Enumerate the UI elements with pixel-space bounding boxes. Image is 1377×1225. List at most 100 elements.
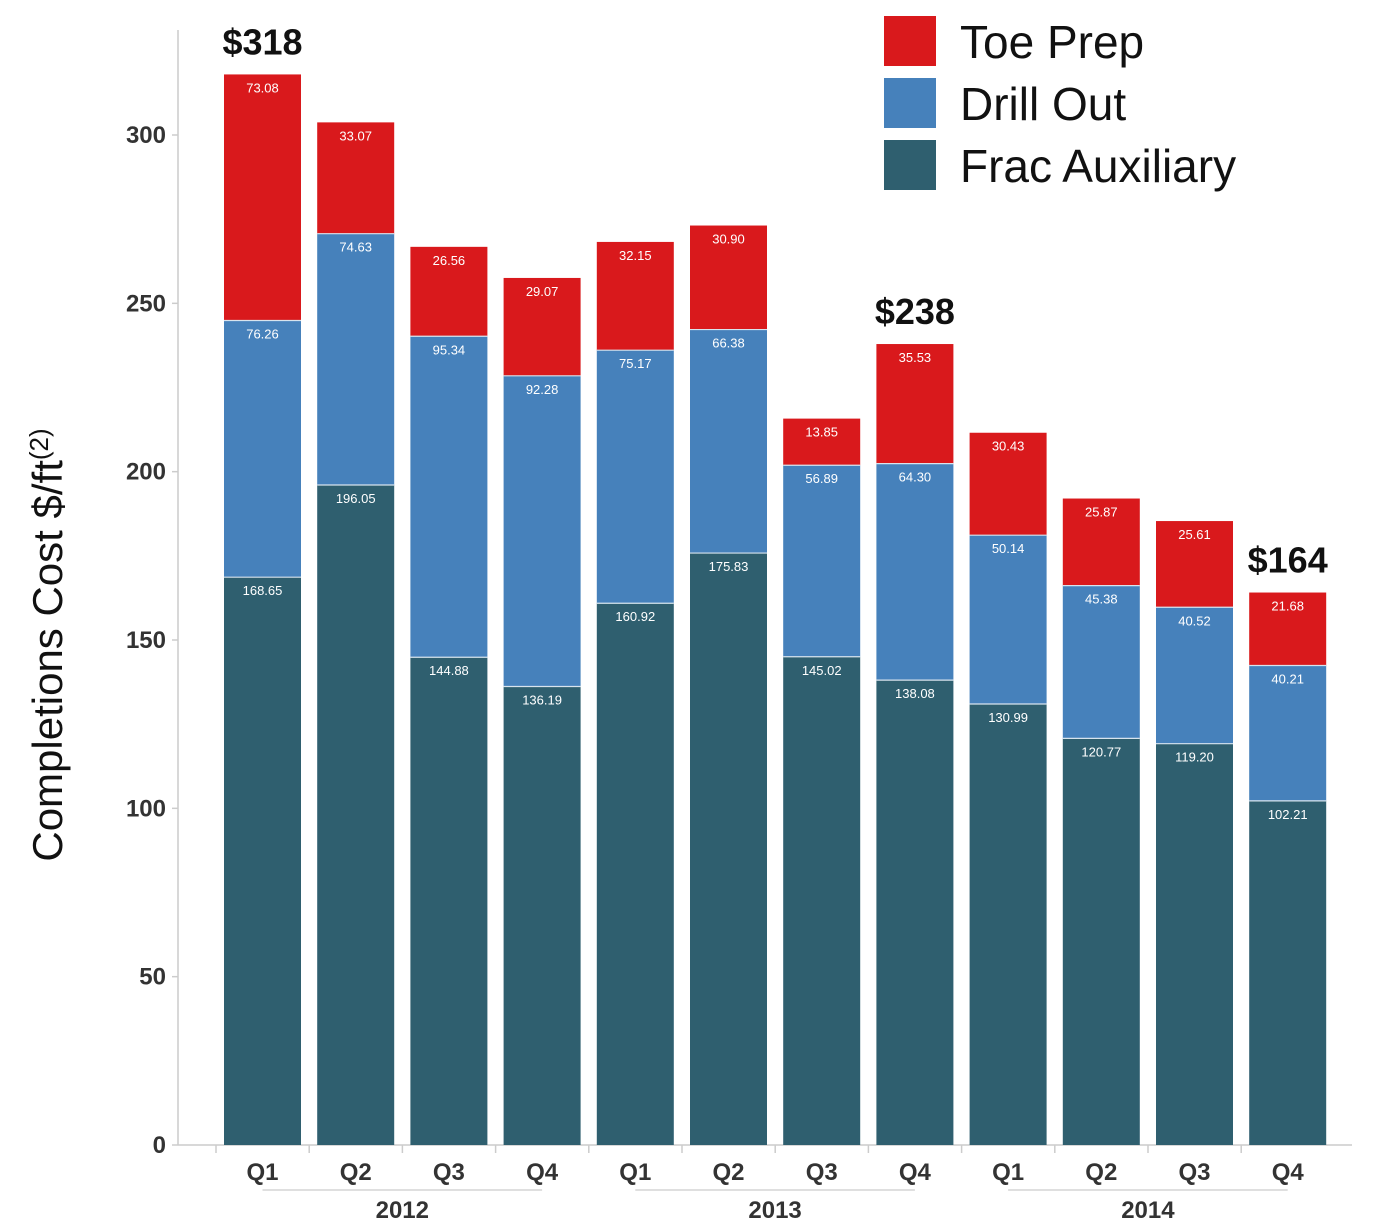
data-label: 136.19: [522, 692, 562, 707]
group-label: 2013: [748, 1197, 801, 1224]
bar-segment-drill-out: [783, 465, 861, 657]
data-label: 120.77: [1081, 744, 1121, 759]
data-label: 75.17: [619, 356, 652, 371]
bar-segment-frac-auxiliary: [317, 484, 395, 1146]
bar-segment-toe-prep: [410, 246, 488, 337]
bar-segment-toe-prep: [1249, 592, 1327, 666]
data-label: 26.56: [433, 253, 466, 268]
bar-segment-drill-out: [596, 350, 674, 604]
bar-segment-drill-out: [969, 535, 1047, 705]
y-axis-label: Completions Cost $/ft(2): [24, 428, 71, 861]
x-tick-label: Q2: [1085, 1159, 1117, 1186]
data-label: 66.38: [712, 336, 745, 351]
x-tick-label: Q3: [433, 1159, 465, 1186]
total-annotation: $238: [875, 291, 955, 332]
data-label: 21.68: [1271, 599, 1304, 614]
y-tick-label: 250: [126, 290, 166, 317]
y-axis-label-superscript: (2): [24, 428, 54, 460]
total-annotation: $164: [1248, 540, 1328, 581]
x-tick-label: Q1: [619, 1159, 651, 1186]
bar-segment-frac-auxiliary: [503, 686, 581, 1145]
bar-segment-toe-prep: [596, 241, 674, 351]
annotations: $318 $238 $164: [222, 21, 1327, 580]
bar-segment-frac-auxiliary: [690, 553, 767, 1145]
x-tick-label: Q1: [992, 1159, 1024, 1186]
data-label: 32.15: [619, 248, 652, 263]
bar-segment-drill-out: [317, 233, 395, 485]
bar-segment-drill-out: [410, 336, 488, 658]
bars: 168.65 76.26 73.08 196.05 74.63 33.07 144.88 95…: [224, 74, 1327, 1146]
legend-swatch: [884, 140, 936, 190]
data-label: 56.89: [805, 471, 838, 486]
data-label: 175.83: [709, 559, 749, 574]
y-tick-label: 300: [126, 122, 166, 149]
data-label: 144.88: [429, 663, 469, 678]
data-label: 92.28: [526, 382, 559, 397]
bar-segment-frac-auxiliary: [1156, 743, 1233, 1145]
y-axis-label-text: Completions Cost $/ft: [24, 460, 71, 862]
data-label: 30.43: [992, 439, 1025, 454]
data-label: 40.52: [1178, 613, 1211, 628]
data-label: 25.61: [1178, 527, 1211, 542]
bar-segment-toe-prep: [1062, 498, 1140, 586]
bar-segment-frac-auxiliary: [224, 577, 301, 1145]
x-tick-label: Q2: [340, 1159, 372, 1186]
data-label: 25.87: [1085, 505, 1118, 520]
x-tick-label: Q2: [712, 1159, 744, 1186]
bar-segment-drill-out: [1249, 665, 1327, 801]
data-label: 160.92: [615, 609, 655, 624]
data-label: 138.08: [895, 686, 935, 701]
bar-segment-drill-out: [224, 320, 301, 578]
bar-segment-drill-out: [876, 463, 954, 681]
x-tick-label: Q4: [526, 1159, 559, 1186]
legend-swatch: [884, 78, 936, 128]
x-tick-label: Q3: [806, 1159, 838, 1186]
data-label: 74.63: [339, 240, 372, 255]
bar-segment-frac-auxiliary: [596, 603, 674, 1145]
bar-segment-toe-prep: [783, 418, 861, 466]
bar-segment-toe-prep: [224, 74, 301, 321]
bar-segment-frac-auxiliary: [1249, 800, 1327, 1145]
data-label: 95.34: [433, 342, 466, 357]
bar-segment-drill-out: [690, 329, 767, 554]
data-label: 45.38: [1085, 592, 1118, 607]
bar-segment-toe-prep: [969, 432, 1047, 536]
legend-label: Frac Auxiliary: [960, 140, 1236, 192]
x-tick-label: Q3: [1178, 1159, 1210, 1186]
bar-segment-toe-prep: [690, 225, 767, 330]
y-tick-label: 50: [139, 964, 166, 991]
bar-segment-frac-auxiliary: [783, 656, 861, 1145]
bar-segment-toe-prep: [1156, 521, 1233, 608]
group-label: 2012: [376, 1197, 429, 1224]
data-label: 130.99: [988, 710, 1028, 725]
data-label: 29.07: [526, 284, 559, 299]
data-label: 73.08: [246, 80, 279, 95]
data-label: 30.90: [712, 232, 745, 247]
y-tick-label: 150: [126, 627, 166, 654]
axes: 0 50 100 150 200 250 300 Q1 Q2 Q3 Q4 Q1 Q2 Q3 Q4 Q1 Q2 Q3…: [126, 30, 1352, 1224]
data-label: 35.53: [899, 350, 932, 365]
x-tick-label: Q1: [246, 1159, 278, 1186]
legend-label: Toe Prep: [960, 16, 1144, 68]
y-tick-label: 200: [126, 459, 166, 486]
x-tick-label: Q4: [1272, 1159, 1305, 1186]
data-label: 196.05: [336, 491, 376, 506]
y-tick-label: 0: [153, 1132, 166, 1159]
data-label: 76.26: [246, 326, 279, 341]
bar-segment-drill-out: [503, 375, 581, 687]
legend-label: Drill Out: [960, 78, 1126, 130]
data-label: 40.21: [1271, 672, 1304, 687]
data-label: 50.14: [992, 541, 1025, 556]
bar-segment-toe-prep: [317, 122, 395, 234]
data-label: 102.21: [1268, 807, 1308, 822]
bar-segment-drill-out: [1062, 585, 1140, 739]
bar-segment-frac-auxiliary: [969, 704, 1047, 1145]
bar-segment-drill-out: [1156, 607, 1233, 744]
data-label: 33.07: [339, 128, 372, 143]
data-label: 168.65: [243, 583, 283, 598]
data-label: 64.30: [899, 470, 932, 485]
bar-segment-toe-prep: [503, 277, 581, 376]
bar-segment-toe-prep: [876, 344, 954, 464]
x-tick-label: Q4: [899, 1159, 932, 1186]
